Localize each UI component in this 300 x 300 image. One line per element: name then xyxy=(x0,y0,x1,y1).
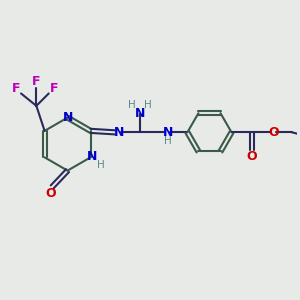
Text: N: N xyxy=(87,150,97,163)
Text: H: H xyxy=(128,100,135,110)
Text: N: N xyxy=(63,111,73,124)
Text: H: H xyxy=(97,160,105,170)
Text: H: H xyxy=(144,100,152,110)
Text: O: O xyxy=(46,187,56,200)
Text: O: O xyxy=(247,150,257,163)
Text: F: F xyxy=(50,82,58,95)
Text: O: O xyxy=(268,126,279,139)
Text: N: N xyxy=(163,126,173,139)
Text: N: N xyxy=(134,107,145,120)
Text: N: N xyxy=(114,126,124,139)
Text: F: F xyxy=(32,75,41,88)
Text: H: H xyxy=(164,136,172,146)
Text: F: F xyxy=(11,82,20,95)
